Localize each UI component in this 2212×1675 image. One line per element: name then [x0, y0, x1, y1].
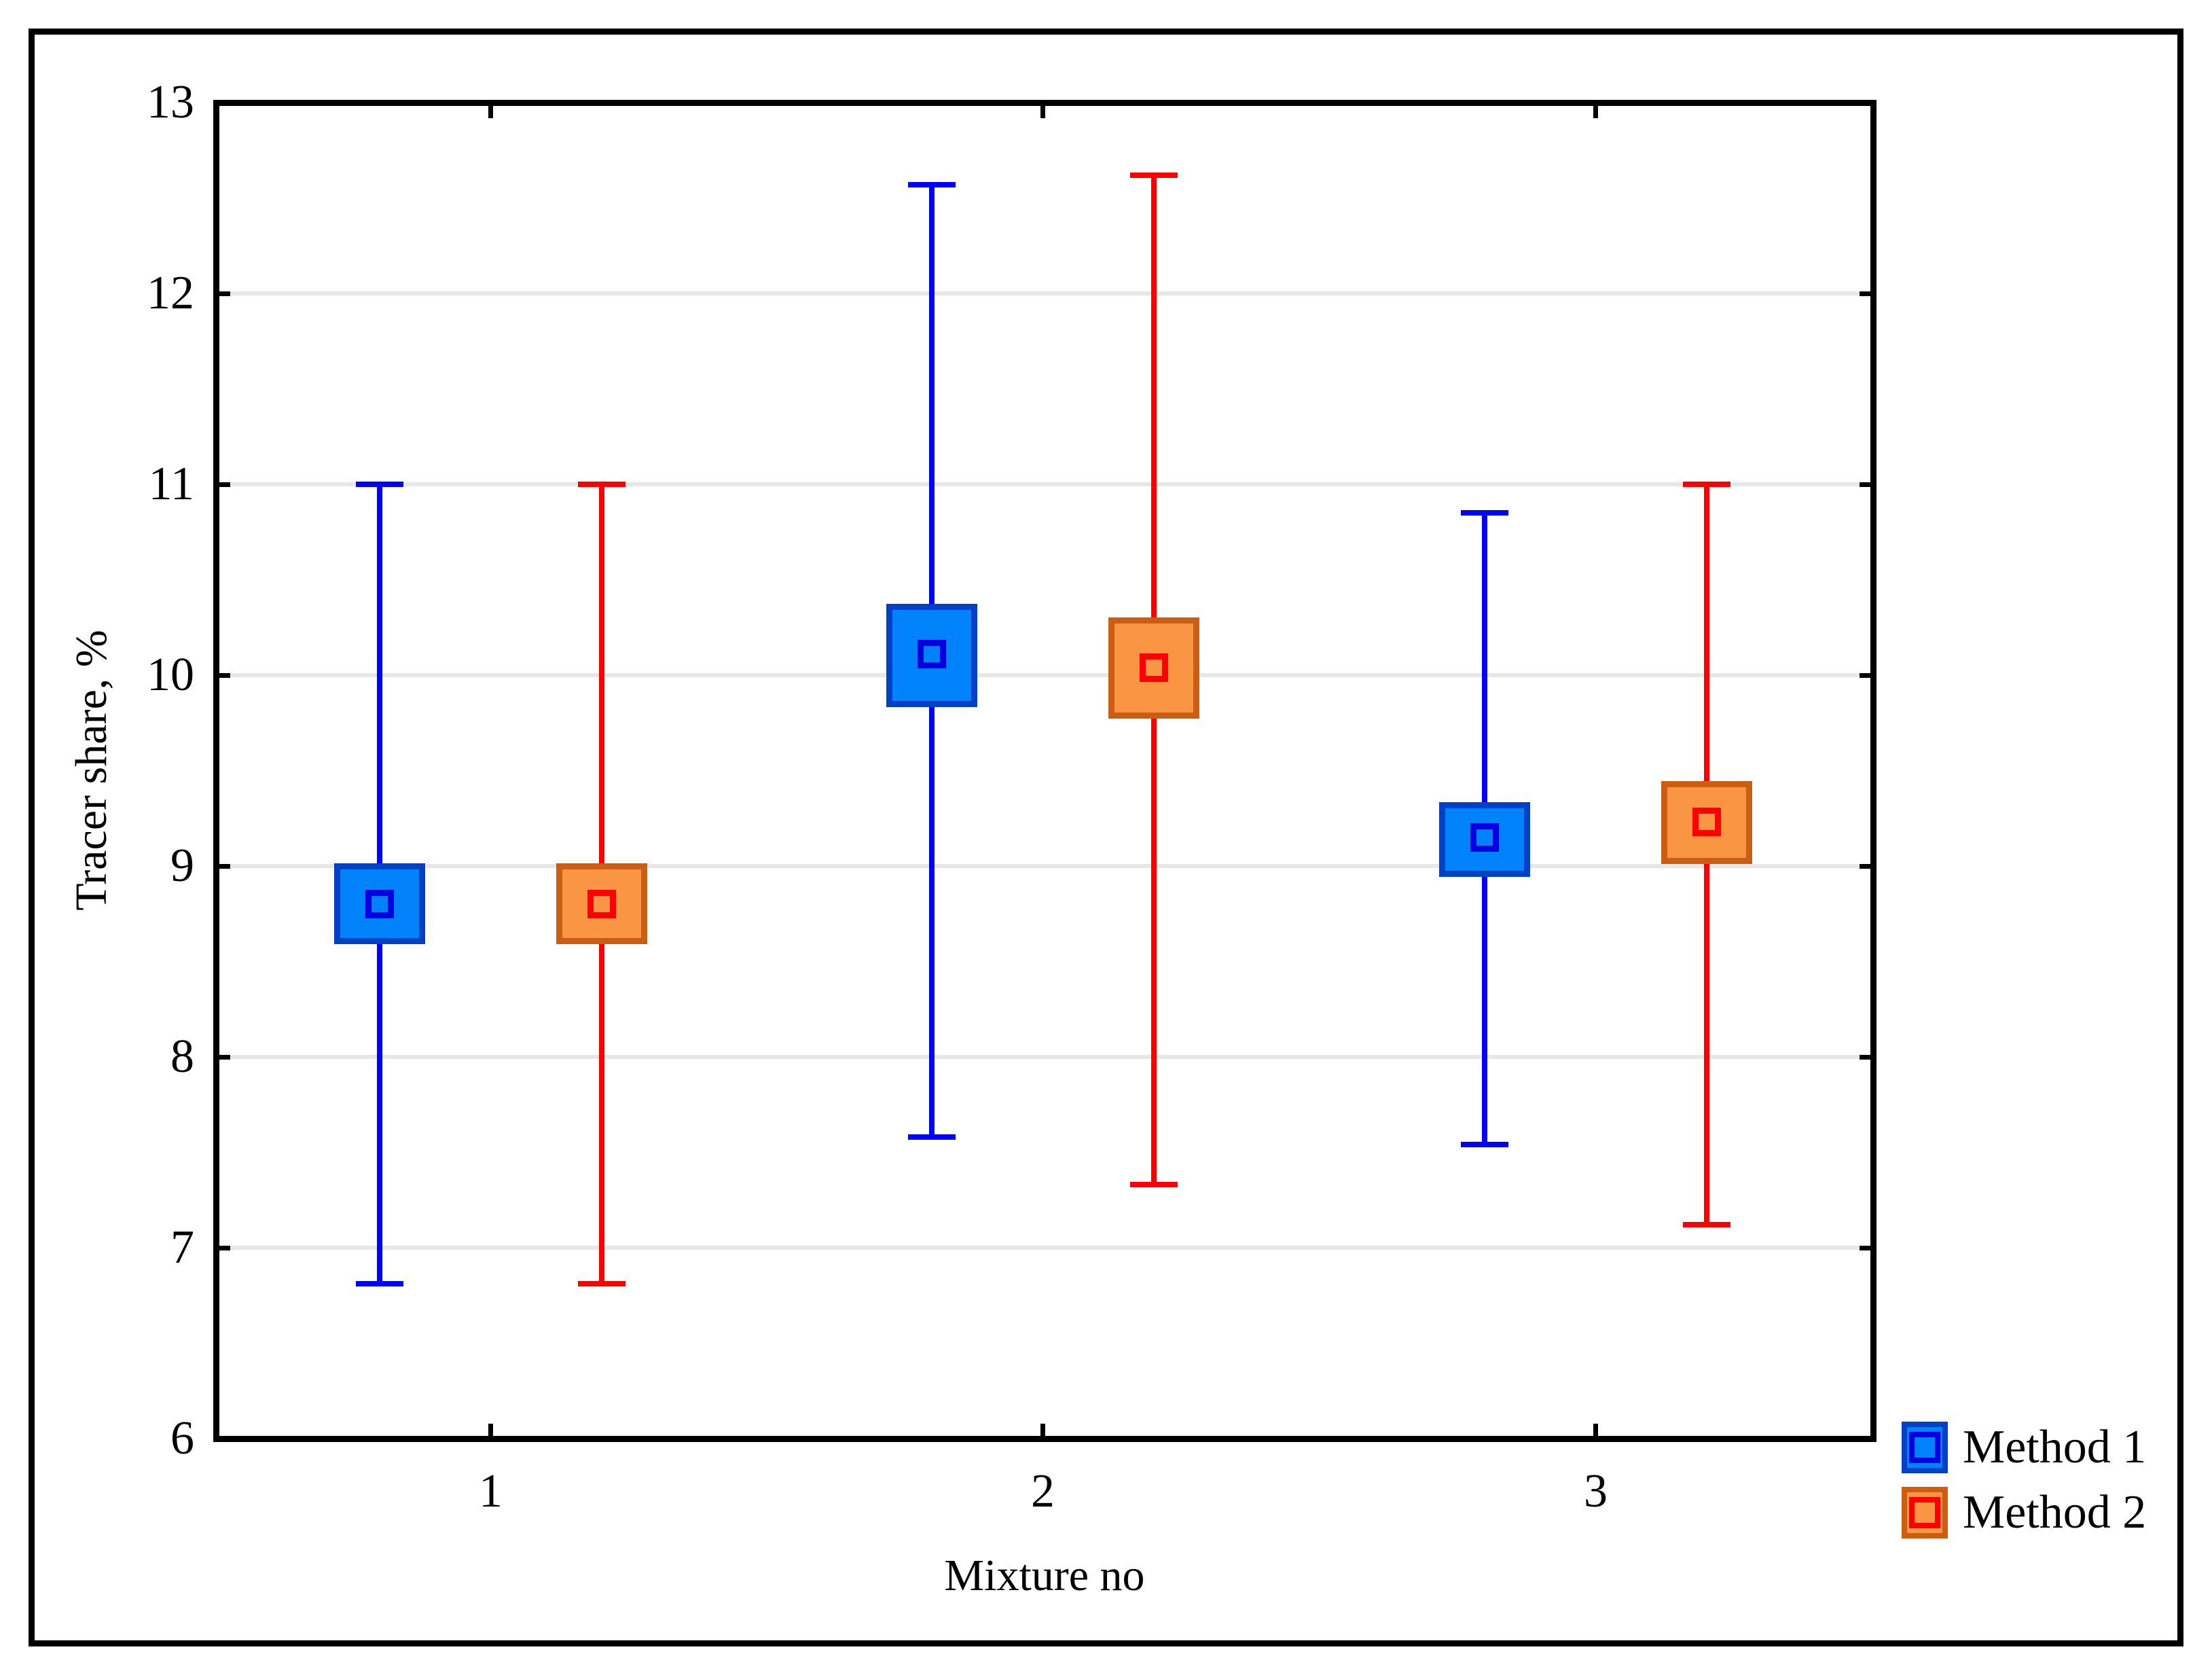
y-tick-left-10 — [219, 672, 230, 678]
legend-entry-method-2: Method 2 — [1902, 1486, 2146, 1539]
x-tick-top-3 — [1593, 106, 1598, 118]
y-tick-right-9 — [1860, 863, 1870, 869]
y-tick-label-10: 10 — [147, 649, 194, 701]
y-tick-right-11 — [1860, 482, 1870, 487]
gridline-y-10 — [219, 673, 1870, 677]
x-tick-bottom-3 — [1593, 1424, 1598, 1436]
gridline-y-8 — [219, 1055, 1870, 1059]
y-tick-left-8 — [219, 1054, 230, 1060]
y-tick-label-8: 8 — [170, 1030, 194, 1083]
gridline-y-11 — [219, 482, 1870, 486]
series-2-cat-1-whisker-cap-bottom — [578, 1281, 625, 1287]
series-1-cat-1-whisker-cap-top — [356, 482, 403, 487]
x-tick-top-1 — [488, 106, 493, 118]
y-tick-left-9 — [219, 863, 230, 869]
legend: Method 1 Method 2 — [1902, 1421, 2146, 1551]
series-1-cat-1-mean-marker — [365, 890, 394, 919]
series-2-cat-1-whisker-cap-top — [578, 482, 625, 487]
x-tick-label-2: 2 — [1031, 1465, 1055, 1517]
series-2-cat-3-whisker-cap-bottom — [1683, 1222, 1730, 1228]
x-tick-bottom-2 — [1040, 1424, 1045, 1436]
series-2-cat-2-whisker-cap-bottom — [1130, 1182, 1178, 1188]
series-2-cat-3-mean-marker — [1692, 808, 1721, 837]
x-tick-label-1: 1 — [479, 1465, 503, 1517]
gridline-y-7 — [219, 1246, 1870, 1250]
y-tick-right-12 — [1860, 291, 1870, 296]
method-1-marker-icon — [1909, 1432, 1940, 1463]
y-axis-title: Tracer share, % — [67, 630, 116, 911]
series-1-cat-1-whisker-cap-bottom — [356, 1281, 403, 1287]
series-1-cat-2-whisker-cap-top — [908, 181, 956, 187]
series-1-cat-3-mean-marker — [1470, 823, 1499, 852]
y-tick-label-13: 13 — [147, 76, 194, 128]
gridline-y-9 — [219, 864, 1870, 868]
legend-entry-method-1: Method 1 — [1902, 1421, 2146, 1474]
series-1-cat-2-whisker-cap-bottom — [908, 1134, 956, 1140]
y-tick-left-11 — [219, 482, 230, 487]
y-tick-label-9: 9 — [170, 840, 194, 892]
y-tick-left-7 — [219, 1245, 230, 1250]
legend-label-method-1: Method 1 — [1963, 1421, 2147, 1473]
y-tick-label-11: 11 — [148, 458, 194, 510]
series-2-cat-3-whisker-cap-top — [1683, 482, 1730, 487]
y-tick-right-7 — [1860, 1245, 1870, 1250]
x-tick-label-3: 3 — [1584, 1465, 1608, 1517]
x-axis-title: Mixture no — [944, 1551, 1145, 1600]
series-1-cat-2-mean-marker — [918, 640, 946, 669]
y-tick-label-6: 6 — [170, 1412, 194, 1464]
series-1-cat-3-whisker-cap-top — [1461, 510, 1508, 516]
y-tick-label-12: 12 — [147, 267, 194, 319]
method-1-swatch-icon — [1902, 1422, 1948, 1473]
plot-area-frame — [213, 100, 1876, 1442]
y-tick-right-8 — [1860, 1054, 1870, 1060]
y-tick-label-7: 7 — [170, 1221, 194, 1274]
x-tick-bottom-1 — [488, 1424, 493, 1436]
y-tick-right-10 — [1860, 672, 1870, 678]
x-tick-top-2 — [1040, 106, 1045, 118]
method-2-swatch-icon — [1902, 1487, 1948, 1538]
series-2-cat-1-mean-marker — [587, 890, 616, 919]
series-2-cat-2-mean-marker — [1140, 653, 1168, 682]
gridline-y-12 — [219, 291, 1870, 295]
legend-label-method-2: Method 2 — [1963, 1486, 2147, 1538]
figure-outer-border — [29, 29, 2183, 1646]
y-tick-left-12 — [219, 291, 230, 296]
series-1-cat-3-whisker-cap-bottom — [1461, 1142, 1508, 1148]
series-2-cat-2-whisker-cap-top — [1130, 172, 1178, 178]
method-2-marker-icon — [1909, 1497, 1940, 1528]
